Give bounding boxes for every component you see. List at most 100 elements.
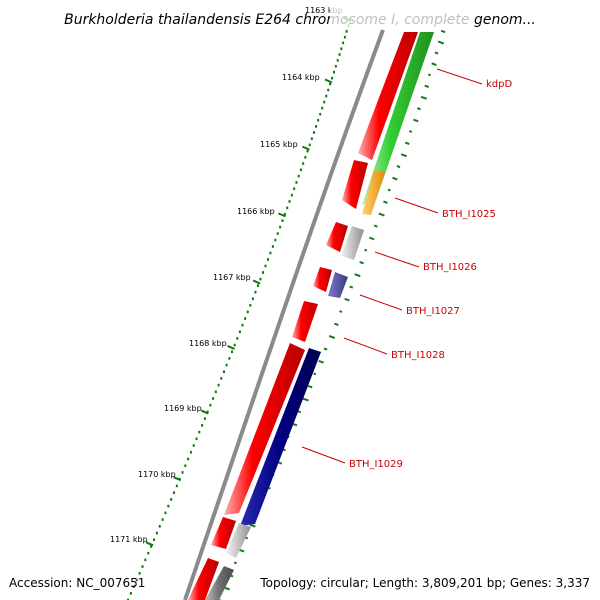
tick-label-1166: 1166 kbp (237, 207, 275, 216)
ruler-dot (192, 444, 195, 447)
ruler-dot (281, 219, 284, 222)
ruler-dot (343, 35, 346, 39)
label-kdpD: kdpD (486, 79, 512, 90)
forward-strand-genes (188, 32, 418, 600)
gene-red-top (358, 32, 418, 160)
ruler-dot (158, 525, 161, 528)
gene-red-4 (313, 267, 332, 292)
gc-skew-dash (404, 141, 410, 146)
leader-BTH_I1027 (359, 294, 403, 311)
gc-skew-dash (392, 176, 398, 181)
gc-skew-dash (359, 260, 364, 265)
ruler-major-tick (200, 409, 209, 415)
ruler-dot (271, 245, 274, 248)
gc-skew-dash (339, 310, 343, 313)
ruler-major-tick (302, 145, 310, 151)
gc-skew-dash (413, 118, 419, 123)
gc-skew-dash (378, 212, 385, 217)
tick-label-1167: 1167 kbp (213, 273, 251, 282)
label-BTH_I1027: BTH_I1027 (406, 306, 460, 317)
tick-label-1169: 1169 kbp (164, 404, 202, 413)
ruler-dot (269, 251, 272, 255)
ruler-dot (315, 125, 318, 128)
ruler-dot (233, 343, 236, 347)
gc-skew-dash (383, 200, 388, 204)
gc-skew-dash (233, 561, 237, 565)
gene-gray-lower (226, 523, 251, 558)
ruler-dot (222, 370, 225, 374)
ruler-major-tick (278, 212, 286, 218)
ruler-dot (246, 310, 249, 314)
ruler-dot (225, 363, 228, 367)
ruler-major-tick (173, 476, 182, 482)
ruler-dot (212, 397, 215, 400)
leader-BTH_I1029 (301, 446, 346, 464)
tick-label-1165: 1165 kbp (260, 140, 298, 149)
ruler-dot (181, 471, 184, 474)
ruler-dot (338, 53, 341, 56)
reverse-strand-genes (205, 32, 434, 600)
ruler-dot (150, 545, 153, 548)
ruler-dot (290, 193, 293, 197)
ruler-dot (334, 64, 337, 68)
ruler-dot (312, 131, 315, 134)
gc-skew-dash (416, 107, 421, 111)
ruler-major-tick (145, 541, 154, 547)
ruler-dot (228, 357, 231, 360)
ruler-dot (189, 450, 192, 454)
label-BTH_I1025: BTH_I1025 (442, 209, 496, 220)
ruler-dot (129, 592, 132, 595)
ruler-dot (274, 238, 277, 242)
ruler-dot (256, 284, 259, 287)
gene-red-6 (211, 517, 236, 549)
ruler-dot (317, 118, 320, 122)
ruler-dot (310, 137, 313, 141)
ruler-dot (279, 225, 282, 229)
gene-red-5 (292, 301, 318, 342)
ruler-dot (340, 47, 343, 50)
gene-red-3 (326, 222, 348, 252)
ruler-dot (293, 187, 296, 191)
gc-skew-dash (249, 523, 256, 528)
ruler-dot (203, 417, 206, 420)
gc-skew-dash (302, 397, 309, 402)
gc-skew-dash (373, 224, 378, 228)
backbone-ring (183, 29, 385, 600)
ruler-dot (135, 578, 138, 582)
ruler-dot (264, 264, 267, 268)
gc-skew-dash (409, 130, 413, 133)
label-BTH_I1029: BTH_I1029 (349, 459, 403, 470)
ruler-dot (319, 112, 322, 116)
gc-skew-dash (323, 347, 328, 351)
tick-label-1168: 1168 kbp (189, 339, 227, 348)
tick-ring (127, 17, 352, 600)
ruler-dot (187, 457, 190, 461)
tick-labels: 1163 kbp 1164 kbp 1165 kbp 1166 kbp 1167… (110, 6, 343, 544)
ruler-dot (283, 212, 286, 216)
ruler-dot (306, 149, 309, 153)
ruler-dot (164, 511, 167, 515)
ruler-dot (325, 94, 328, 98)
leader-BTH_I1026 (374, 251, 420, 268)
ruler-dot (155, 531, 158, 535)
gc-skew-dash (318, 359, 324, 364)
ruler-dot (170, 498, 173, 501)
ruler-dot (206, 410, 209, 414)
top-fade (330, 0, 470, 28)
gene-BTH_I1027 (328, 272, 348, 298)
ruler-dot (184, 464, 187, 468)
ruler-dot (329, 82, 332, 86)
gc-skew-dash (349, 285, 354, 289)
gc-skew-dash (307, 385, 313, 389)
tick-label-1163: 1163 kbp (305, 6, 343, 15)
leader-kdpD (436, 68, 483, 85)
ruler-dot (299, 168, 302, 172)
gene-labels: kdpD BTH_I1025 BTH_I1026 BTH_I1027 BTH_I… (301, 68, 512, 470)
gene-BTH_I1026 (341, 226, 364, 260)
ruler-dot (144, 558, 147, 562)
tick-label-1164: 1164 kbp (282, 73, 320, 82)
ruler-dot (209, 403, 212, 407)
gc-skew-dash (364, 248, 368, 252)
gc-skew-dash (431, 62, 437, 67)
ruler-dot (217, 383, 220, 387)
